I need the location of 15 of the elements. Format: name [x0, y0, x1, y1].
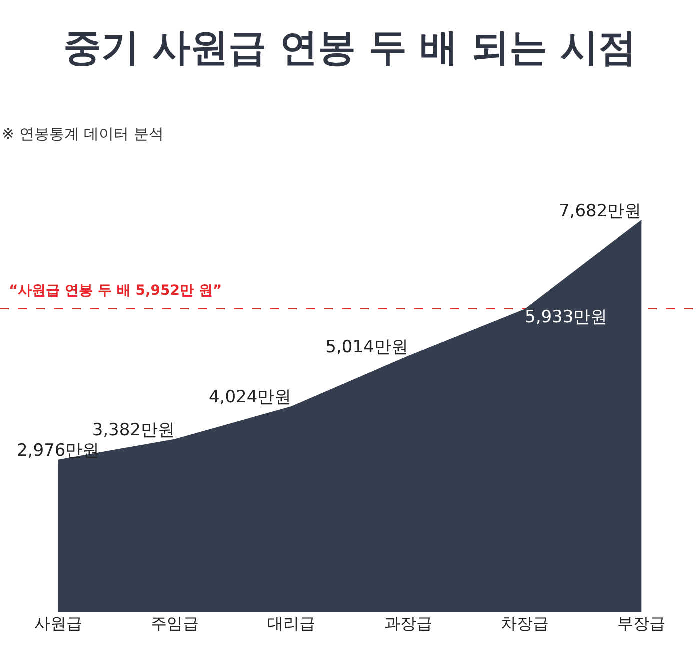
data-label: 7,682만원	[559, 201, 642, 222]
chart-subtitle: ※ 연봉통계 데이터 분석	[2, 125, 164, 143]
data-label: 2,976만원	[16, 441, 100, 462]
x-tick-label: 부장급	[618, 614, 666, 633]
data-label: 3,382만원	[92, 420, 175, 440]
data-label: 5,014만원	[326, 337, 408, 358]
data-label: 5,933만원	[525, 307, 608, 328]
x-tick-label: 과장급	[384, 614, 432, 633]
x-tick-label: 대리급	[268, 614, 316, 633]
chart-title: 중기 사원급 연봉 두 배 되는 시점	[63, 25, 637, 70]
x-tick-label: 사원급	[34, 614, 82, 633]
x-tick-label: 차장급	[501, 614, 549, 633]
x-tick-label: 주임급	[151, 614, 199, 633]
ref-line-label: “사원급 연봉 두 배 5,952만 원”	[9, 283, 222, 299]
data-label: 4,024만원	[209, 388, 292, 408]
